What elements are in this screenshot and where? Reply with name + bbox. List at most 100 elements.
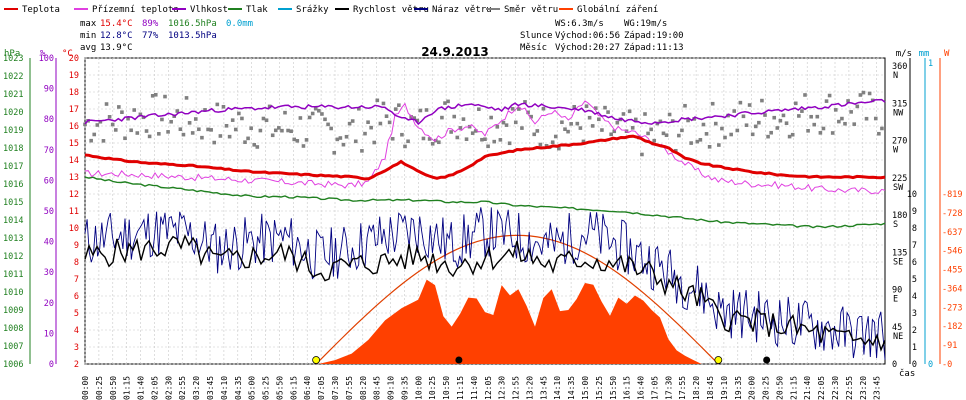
stats-max-humidity: 89% [142,19,159,29]
hpa-tick-label: 1014 [3,216,23,226]
wind-direction-point [153,92,158,97]
stats-max-rain: 0.0mm [226,19,253,29]
wind-direction-point [292,137,297,142]
wind-direction-point [726,113,730,118]
wind-direction-point [440,115,444,120]
dir-letter-label: NE [893,332,903,342]
wind-direction-point [187,121,192,125]
ms-tick-label: 5 [912,275,917,285]
time-tick-label: 05:00 [248,376,257,400]
wind-direction-point [393,107,398,111]
c-tick-label: 18 [69,88,79,98]
stats-min-temp: 12.8°C [100,31,133,41]
time-tick-label: 10:00 [414,376,423,400]
wind-direction-point [344,134,349,139]
wind-direction-point [603,105,607,110]
wind-direction-point [793,101,798,106]
time-tick-label: 17:55 [678,376,687,400]
wind-direction-point [341,142,346,147]
hpa-axis-label: hPa [4,49,20,59]
time-tick-label: 06:15 [289,376,298,400]
hpa-tick-label: 1015 [3,198,23,208]
wind-direction-point [181,132,186,137]
wind-direction-point [150,94,155,98]
time-tick-label: 22:55 [845,376,854,400]
wind-direction-point [633,117,638,122]
time-tick-label: 18:45 [706,376,715,400]
wind-direction-point [492,139,497,144]
wind-direction-point [713,121,718,126]
hpa-tick-label: 1016 [3,180,23,190]
wind-direction-point [880,126,884,131]
hpa-tick-label: 1021 [3,90,23,100]
humidity-line [84,98,886,126]
ms-tick-label: 7 [912,241,917,251]
c-tick-label: 14 [69,156,79,166]
wind-direction-point [584,104,589,108]
time-tick-label: 14:10 [553,376,562,400]
time-tick-label: 17:30 [664,376,673,400]
wind-direction-point [203,108,207,112]
wind-direction-point [347,121,352,126]
wind-direction-point [769,130,773,135]
chart-title: 24.9.2013 [421,45,489,59]
info-sun-rise: Východ:06:56 [555,31,620,41]
wind-direction-point [218,134,223,138]
time-tick-label: 02:55 [178,376,187,400]
wind-direction-point [412,116,417,120]
wind-direction-point [649,127,653,132]
dir-letter-label: N [893,71,898,81]
wind-direction-point [206,127,210,132]
wind-direction-point [430,141,435,146]
wind-direction-point [144,129,149,133]
wind-direction-point [209,128,213,132]
time-tick-label: 06:40 [303,376,312,400]
stats-max-label: max [80,19,97,29]
wind-direction-point [606,110,610,114]
wind-direction-point [470,131,475,135]
wind-direction-point [455,135,460,140]
legend-label: Směr větru [504,5,558,15]
wind-direction-point [701,122,706,127]
wind-direction-point [778,118,783,123]
c-tick-label: 7 [74,275,79,285]
wind-direction-point [366,120,370,125]
wind-direction-point [258,128,263,133]
wind-direction-point [424,108,429,112]
wind-direction-point [249,126,253,131]
hpa-tick-label: 1008 [3,324,23,334]
wind-direction-point [101,139,106,143]
wind-direction-point [840,116,844,121]
wind-direction-point [230,118,235,122]
dir-letter-label: E [893,295,898,305]
ms-tick-label: 1 [912,343,917,353]
ms-tick-label: 9 [912,207,917,217]
stats-min-humidity: 77% [142,31,159,41]
wind-direction-point [781,113,786,118]
wind-direction-point [120,110,124,114]
info-moon-set: Západ:11:13 [624,43,684,53]
wind-direction-point [717,143,721,147]
time-tick-label: 01:15 [123,376,132,400]
time-tick-label: 07:30 [331,376,340,400]
wind-direction-point [787,134,792,139]
wind-direction-point [877,131,881,136]
wind-speed-line [84,233,886,352]
wind-direction-point [646,131,650,136]
wind-direction-point [409,115,413,119]
wind-direction-point [597,117,601,122]
wind-direction-point [363,131,367,136]
wind-direction-point [760,98,764,103]
wind-direction-point [861,90,866,95]
wind-direction-point [184,96,189,100]
wind-direction-point [707,145,712,149]
pct-tick-label: 80 [44,115,54,125]
wind-direction-point [135,131,140,135]
wind-direction-point [304,138,309,142]
wind-direction-point [541,106,546,111]
wind-direction-point [110,122,115,127]
time-tick-label: 20:50 [775,376,784,400]
wind-direction-point [593,106,598,110]
time-tick-label: 12:55 [512,376,521,400]
wind-direction-point [670,119,675,123]
